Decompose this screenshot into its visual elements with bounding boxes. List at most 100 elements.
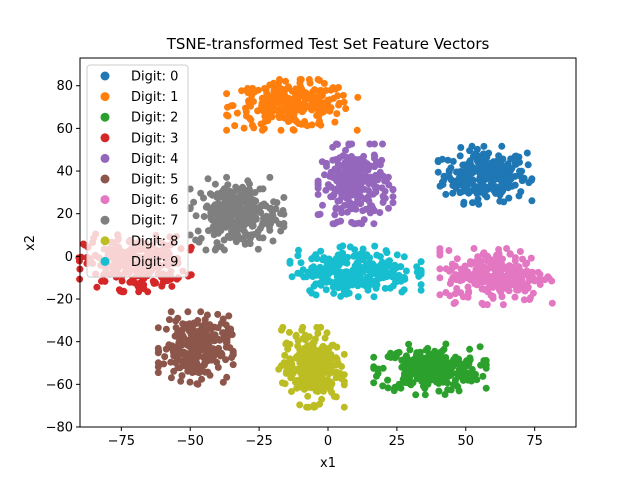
- legend-marker: [100, 215, 110, 225]
- point: [304, 356, 312, 364]
- legend-box: [86, 64, 189, 278]
- point: [444, 156, 452, 164]
- point: [326, 107, 334, 115]
- legend-label: Digit: 1: [131, 90, 178, 105]
- point: [500, 198, 508, 206]
- point: [466, 354, 474, 362]
- point: [254, 245, 262, 253]
- point: [344, 283, 352, 291]
- point: [203, 202, 211, 210]
- point: [118, 288, 126, 296]
- point: [474, 195, 482, 203]
- point: [474, 253, 482, 261]
- point: [329, 283, 337, 291]
- point: [350, 158, 358, 165]
- y-axis: −80 −60 −40 −20 0 20 40 60 80: [46, 79, 80, 436]
- point: [237, 225, 245, 232]
- point: [317, 99, 325, 107]
- x-tick-label: 50: [458, 434, 475, 449]
- point: [531, 277, 539, 285]
- point: [310, 253, 318, 261]
- series-5-points: [154, 308, 237, 388]
- point: [257, 120, 265, 128]
- point: [469, 199, 476, 207]
- point: [186, 378, 194, 386]
- point: [204, 175, 212, 183]
- point: [518, 177, 526, 185]
- point: [223, 208, 231, 216]
- point: [330, 94, 338, 102]
- point: [435, 387, 443, 395]
- point: [342, 146, 349, 154]
- point: [466, 345, 474, 353]
- point: [229, 361, 237, 369]
- point: [313, 362, 321, 369]
- series-1-points: [223, 76, 362, 134]
- point: [519, 255, 526, 263]
- point: [463, 183, 471, 191]
- point: [192, 357, 199, 365]
- point: [306, 287, 314, 295]
- point: [458, 188, 466, 196]
- point: [370, 379, 378, 387]
- point: [297, 382, 305, 390]
- point: [282, 369, 290, 377]
- point: [303, 364, 311, 372]
- point: [342, 105, 350, 113]
- point: [154, 324, 162, 332]
- point: [465, 360, 473, 368]
- point: [398, 288, 406, 296]
- point: [322, 286, 330, 294]
- point: [229, 351, 237, 359]
- point: [283, 339, 291, 347]
- point: [384, 376, 392, 384]
- point: [417, 268, 425, 276]
- point: [344, 166, 352, 174]
- point: [490, 277, 498, 285]
- point: [480, 268, 488, 276]
- point: [247, 116, 255, 124]
- point: [451, 376, 459, 384]
- point: [224, 181, 232, 189]
- point: [366, 140, 374, 148]
- point: [406, 346, 414, 354]
- point: [294, 342, 302, 350]
- point: [231, 234, 239, 242]
- point: [359, 245, 367, 253]
- point: [480, 249, 488, 257]
- point: [173, 351, 181, 359]
- point: [263, 114, 270, 122]
- point: [364, 166, 372, 174]
- point: [277, 227, 285, 235]
- point: [260, 214, 267, 222]
- point: [326, 381, 334, 389]
- point: [516, 158, 523, 166]
- point: [379, 382, 387, 390]
- point: [315, 280, 323, 288]
- point: [393, 251, 401, 259]
- point: [534, 268, 542, 276]
- point: [379, 140, 386, 148]
- point: [370, 363, 378, 371]
- point: [536, 281, 544, 288]
- point: [459, 376, 467, 384]
- point: [209, 216, 216, 224]
- point: [511, 257, 519, 265]
- point: [280, 194, 288, 201]
- point: [498, 142, 506, 150]
- point: [456, 152, 464, 160]
- point: [424, 344, 432, 352]
- point: [391, 354, 399, 362]
- point: [509, 269, 517, 276]
- point: [457, 144, 465, 151]
- point: [278, 326, 285, 334]
- point: [405, 365, 413, 373]
- point: [327, 86, 335, 94]
- point: [329, 156, 337, 164]
- point: [528, 268, 536, 276]
- point: [353, 126, 361, 134]
- point: [449, 189, 457, 197]
- point: [545, 274, 553, 282]
- point: [479, 372, 487, 380]
- point: [440, 345, 448, 353]
